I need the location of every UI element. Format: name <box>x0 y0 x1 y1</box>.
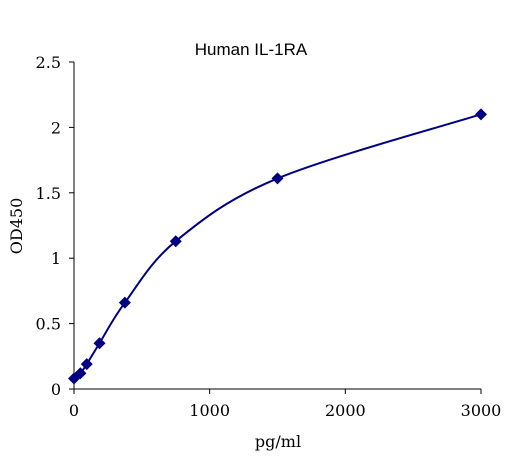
data-point <box>80 358 93 371</box>
plot-area <box>68 108 487 385</box>
x-tick-label: 2000 <box>325 401 366 420</box>
data-point <box>93 337 106 350</box>
x-axis: 0 1000 2000 3000 <box>69 388 502 420</box>
data-point <box>271 172 284 185</box>
x-tick-label: 1000 <box>189 401 230 420</box>
data-point <box>118 296 131 309</box>
y-axis-label: OD450 <box>7 198 26 254</box>
y-axis: 0 0.5 1 1.5 2 2.5 <box>36 53 75 399</box>
data-point <box>74 367 87 380</box>
x-tick-label: 3000 <box>461 401 502 420</box>
y-tick-label: 0 <box>51 380 61 399</box>
x-tick-label: 0 <box>69 401 79 420</box>
data-point <box>169 235 182 248</box>
y-tick-label: 2 <box>51 118 61 137</box>
fit-curve <box>73 113 482 380</box>
data-point <box>475 108 487 121</box>
y-tick-label: 1 <box>51 249 61 268</box>
y-tick-label: 2.5 <box>36 53 61 72</box>
chart-title: Human IL-1RA <box>195 40 308 59</box>
x-axis-label: pg/ml <box>255 432 301 451</box>
y-tick-label: 1.5 <box>36 184 61 203</box>
y-tick-label: 0.5 <box>36 315 61 334</box>
